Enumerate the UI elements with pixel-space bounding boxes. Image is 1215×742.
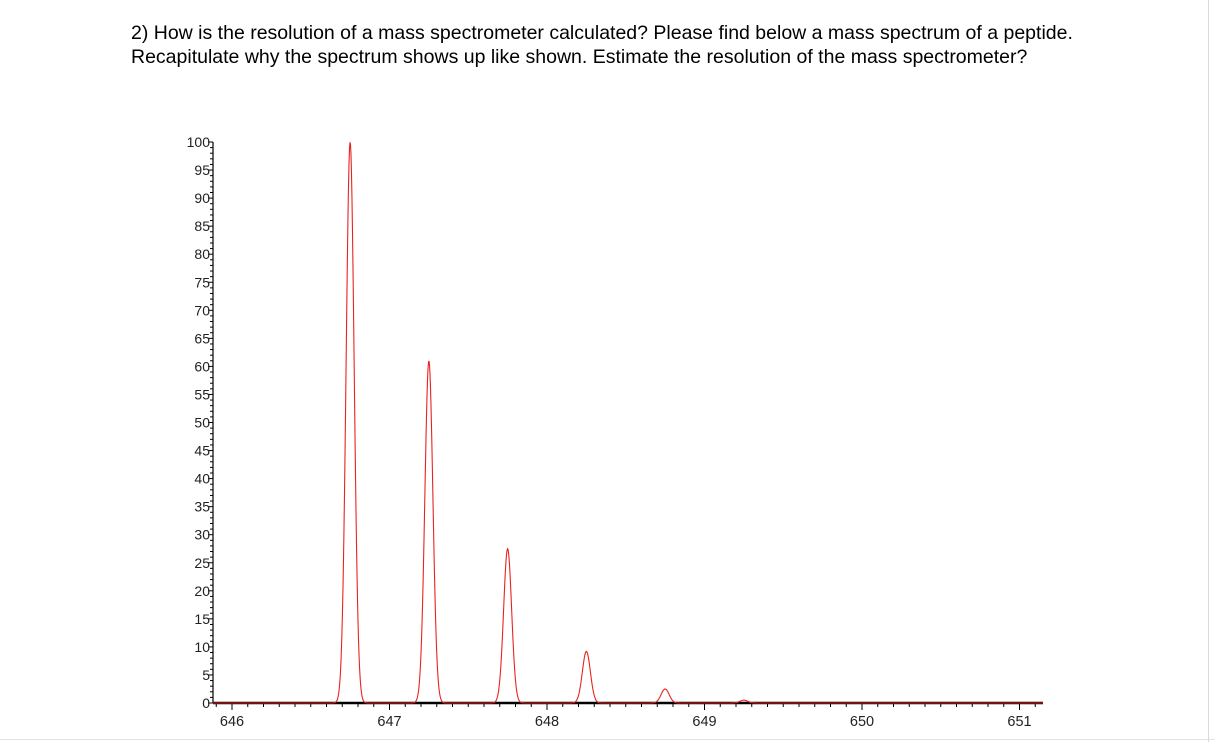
- chart-plot-area: [213, 142, 1043, 704]
- y-tick-label: 55: [194, 386, 210, 402]
- y-tick-label: 40: [194, 471, 210, 487]
- y-tick-label: 85: [194, 218, 210, 234]
- x-tick-label: 647: [377, 714, 401, 730]
- page-bottom-border: [0, 739, 1215, 740]
- chart-ticks: [208, 141, 1036, 710]
- y-tick-label: 60: [194, 358, 210, 374]
- y-tick-label: 90: [194, 190, 210, 206]
- y-tick-label: 45: [194, 443, 210, 459]
- y-tick-label: 70: [194, 302, 210, 318]
- x-tick-label: 651: [1007, 714, 1031, 730]
- x-tick-label: 646: [220, 714, 244, 730]
- x-tick-label: 648: [535, 714, 559, 730]
- x-tick-label: 650: [850, 714, 874, 730]
- y-tick-label: 65: [194, 330, 210, 346]
- chart-tick-labels: 0 5 10 15 20 25 30 35 40 45 50 55 60 65 70 75 80 85 90 95 10…: [187, 134, 1032, 730]
- y-tick-label: 5: [202, 667, 210, 683]
- y-tick-label: 10: [194, 639, 210, 655]
- y-tick-label: 100: [187, 134, 211, 150]
- x-tick-label: 649: [692, 714, 716, 730]
- y-tick-label: 80: [194, 246, 210, 262]
- y-tick-label: 50: [194, 415, 210, 431]
- chart-axes: [212, 142, 1043, 705]
- y-tick-label: 25: [194, 555, 210, 571]
- y-tick-label: 15: [194, 611, 210, 627]
- question-text: 2) How is the resolution of a mass spect…: [131, 22, 1073, 68]
- y-tick-label: 30: [194, 527, 210, 543]
- page-right-border: [1208, 0, 1209, 742]
- spectrum-trace: [213, 142, 1043, 704]
- y-tick-label: 0: [202, 695, 210, 711]
- y-tick-label: 95: [194, 162, 210, 178]
- y-tick-label: 35: [194, 499, 210, 515]
- y-tick-label: 20: [194, 583, 210, 599]
- y-tick-label: 75: [194, 274, 210, 290]
